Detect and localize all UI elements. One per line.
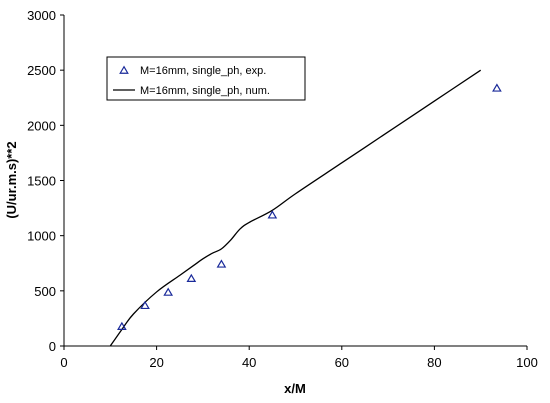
x-tick-label: 20 — [149, 355, 163, 370]
y-tick-label: 3000 — [27, 8, 56, 23]
x-axis-label: x/M — [284, 381, 306, 396]
data-point-exp — [492, 83, 502, 92]
data-point-exp — [163, 287, 174, 296]
x-tick-label: 60 — [335, 355, 349, 370]
y-axis-label: (U/ur.m.s)**2 — [4, 141, 19, 218]
data-point-exp — [267, 210, 278, 219]
legend-label-num: M=16mm, single_ph, num. — [140, 85, 270, 97]
y-tick-label: 1000 — [27, 229, 56, 244]
data-point-exp — [140, 300, 150, 310]
y-tick-label: 500 — [34, 284, 56, 299]
plot-area — [109, 69, 502, 347]
data-point-exp — [186, 273, 197, 282]
legend-label-exp: M=16mm, single_ph, exp. — [140, 65, 266, 77]
legend-triangle-marker — [119, 65, 129, 74]
legend: M=16mm, single_ph, exp. M=16mm, single_p… — [106, 56, 306, 101]
y-tick-label: 2000 — [27, 118, 56, 133]
x-tick-label: 0 — [60, 355, 67, 370]
legend-box — [106, 56, 306, 101]
y-tick-label: 0 — [49, 339, 56, 354]
series-line-num — [109, 69, 482, 347]
y-tick-label: 2500 — [27, 63, 56, 78]
x-tick-label: 40 — [242, 355, 256, 370]
legend-marker-exp — [119, 65, 129, 74]
data-point-exp — [117, 321, 127, 330]
x-tick-label: 100 — [516, 355, 538, 370]
y-tick-label: 1500 — [27, 174, 56, 189]
x-tick-label: 80 — [427, 355, 441, 370]
data-point-exp — [216, 259, 227, 268]
